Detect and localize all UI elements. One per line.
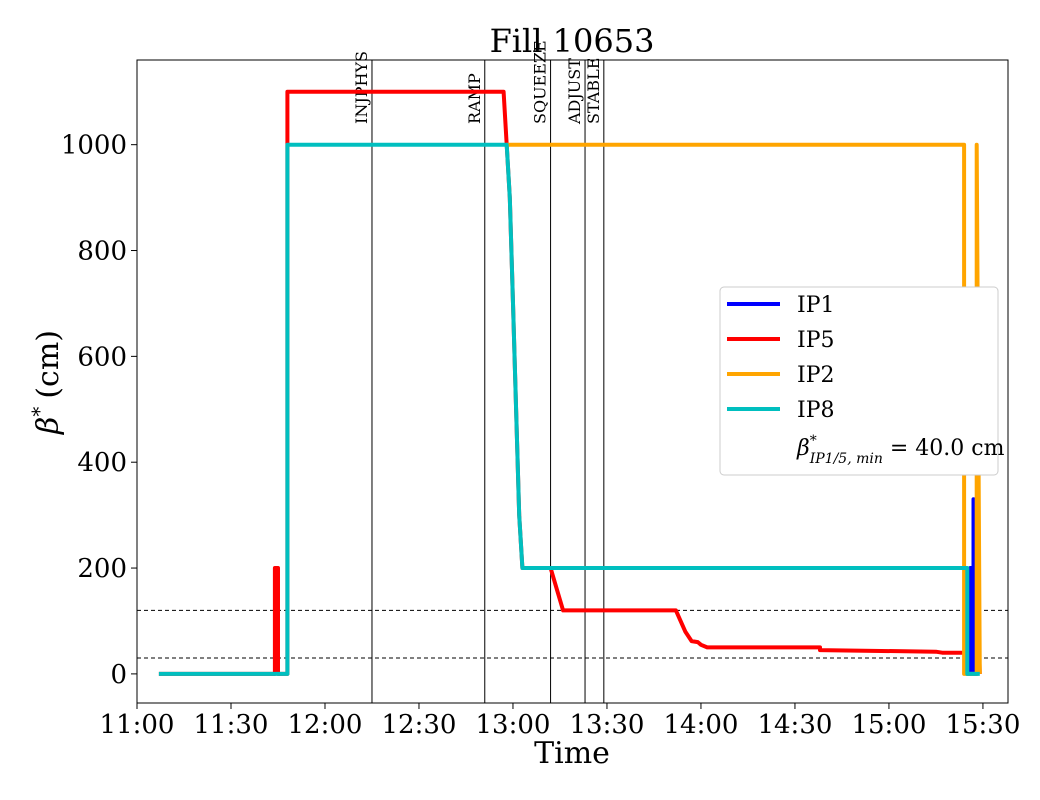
x-tick-label: 11:00 (100, 710, 175, 740)
x-tick-label: 13:00 (476, 710, 551, 740)
y-tick-label: 1000 (61, 131, 127, 161)
x-tick-label: 15:30 (945, 710, 1020, 740)
phase-label-squeeze: SQUEEZE (531, 40, 550, 124)
x-tick-label: 14:00 (663, 710, 738, 740)
y-tick-label: 200 (77, 554, 127, 584)
y-label-symbol: β (31, 417, 66, 435)
y-tick-label: 800 (77, 237, 127, 267)
legend-label-ip8: IP8 (797, 398, 835, 423)
x-axis-label: Time (534, 736, 610, 771)
x-tick-label: 12:30 (382, 710, 457, 740)
y-axis-label: β* (cm) (27, 330, 66, 435)
legend-min-beta-label: β* IP1/5, min = 40.0 cm (796, 433, 1005, 467)
y-tick-label: 400 (77, 448, 127, 478)
series-group (158, 89, 982, 676)
legend-label-ip2: IP2 (797, 363, 835, 388)
phase-label-stable: STABLE (584, 58, 603, 124)
phase-label-ramp: RAMP (465, 73, 484, 124)
plot-frame (136, 59, 1009, 704)
plot-area: INJPHYS RAMP SQUEEZE ADJUST STABLE 11:00 11:30… (61, 40, 1021, 740)
legend: IP1 IP5 IP2 IP8 β* IP1/5, min = 40.0 cm (719, 286, 1005, 476)
phase-label-adjust: ADJUST (565, 58, 584, 125)
legend-box (719, 286, 999, 476)
y-label-unit: (cm) (31, 330, 66, 399)
x-tick-label: 11:30 (194, 710, 269, 740)
y-tick-label: 0 (110, 660, 127, 690)
x-tick-label: 12:00 (288, 710, 363, 740)
x-tick-label: 15:00 (851, 710, 926, 740)
legend-label-ip1: IP1 (797, 293, 835, 318)
legend-label-ip5: IP5 (797, 328, 835, 353)
chart-title: Fill 10653 (490, 22, 655, 60)
phase-label-injphys: INJPHYS (352, 51, 371, 124)
y-label-sup: * (27, 407, 51, 417)
series-line-ip8 (158, 142, 980, 676)
y-tick-label: 600 (77, 342, 127, 372)
x-tick-label: 14:30 (757, 710, 832, 740)
x-tick-label: 13:30 (569, 710, 644, 740)
